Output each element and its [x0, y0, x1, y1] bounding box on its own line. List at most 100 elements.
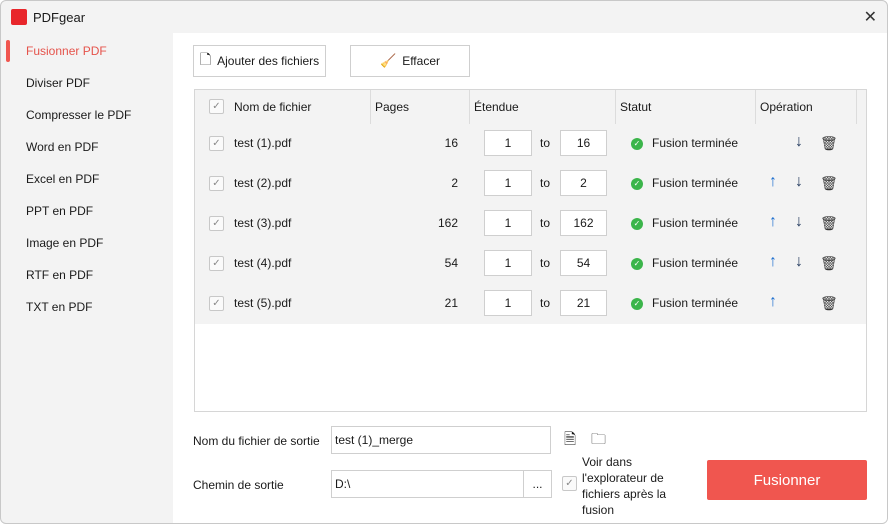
row-checkbox[interactable]: ✓ — [209, 216, 224, 231]
column-divider — [856, 90, 857, 124]
output-path-label: Chemin de sortie — [193, 478, 284, 492]
status-text: Fusion terminée — [652, 136, 739, 150]
main-panel: 🗋 Ajouter des fichiers 🧹 Effacer ✓ Nom d… — [173, 33, 887, 523]
clear-label: Effacer — [402, 54, 440, 68]
range-from-input[interactable]: 1 — [484, 130, 532, 156]
range-to-input[interactable]: 54 — [560, 250, 607, 276]
page-count: 21 — [444, 296, 458, 310]
close-icon[interactable]: ✕ — [863, 9, 877, 26]
output-path-input[interactable]: D:\ — [331, 470, 524, 498]
clear-button[interactable]: 🧹 Effacer — [350, 45, 470, 77]
row-checkbox[interactable]: ✓ — [209, 176, 224, 191]
output-filename-input[interactable]: test (1)_merge — [331, 426, 551, 454]
file-name: test (4).pdf — [234, 256, 292, 270]
move-up-icon[interactable]: ↑ — [769, 213, 777, 230]
header-status[interactable]: Statut — [620, 100, 652, 114]
row-checkbox[interactable]: ✓ — [209, 136, 224, 151]
browse-button[interactable]: ... — [523, 470, 552, 498]
header-operation[interactable]: Opération — [760, 100, 813, 114]
range-to-label: to — [540, 216, 551, 230]
sidebar-item-image-en-pdf[interactable]: Image en PDF — [26, 236, 104, 250]
column-divider — [469, 90, 470, 124]
move-up-icon[interactable]: ↑ — [769, 173, 777, 190]
file-icon[interactable]: 🗎 — [564, 431, 577, 448]
trash-icon[interactable]: 🗑 — [820, 295, 838, 311]
header-name[interactable]: Nom de fichier — [234, 100, 312, 114]
header-pages[interactable]: Pages — [375, 100, 410, 114]
column-divider — [370, 90, 371, 124]
status-text: Fusion terminée — [652, 176, 739, 190]
table-row: ✓ test (4).pdf 54 1 to 54 ✓ Fusion termi… — [195, 244, 866, 284]
row-checkbox[interactable]: ✓ — [209, 256, 224, 271]
range-to-label: to — [540, 136, 551, 150]
open-explorer-checkbox[interactable]: ✓ — [562, 476, 577, 491]
trash-icon[interactable]: 🗑 — [820, 215, 838, 231]
table-row: ✓ test (2).pdf 2 1 to 2 ✓ Fusion terminé… — [195, 164, 866, 204]
move-down-icon[interactable]: ↓ — [795, 253, 803, 270]
check-circle-icon: ✓ — [631, 178, 643, 190]
table-row: ✓ test (3).pdf 162 1 to 162 ✓ Fusion ter… — [195, 204, 866, 244]
range-to-label: to — [540, 296, 551, 310]
sidebar-item-txt-en-pdf[interactable]: TXT en PDF — [26, 300, 93, 314]
sidebar-item-word-en-pdf[interactable]: Word en PDF — [26, 140, 99, 154]
row-checkbox[interactable]: ✓ — [209, 296, 224, 311]
trash-icon[interactable]: 🗑 — [820, 175, 838, 191]
move-down-icon[interactable]: ↓ — [795, 133, 803, 150]
table-row: ✓ test (1).pdf 16 1 to 16 ✓ Fusion termi… — [195, 124, 866, 164]
sidebar-item-fusionner-pdf[interactable]: Fusionner PDF — [1, 35, 173, 67]
select-all-checkbox[interactable]: ✓ — [209, 99, 224, 114]
move-up-icon[interactable]: ↑ — [769, 293, 777, 310]
sidebar-item-rtf-en-pdf[interactable]: RTF en PDF — [26, 268, 94, 282]
header-range[interactable]: Étendue — [474, 100, 519, 114]
check-circle-icon: ✓ — [631, 298, 643, 310]
sidebar-item-excel-en-pdf[interactable]: Excel en PDF — [26, 172, 100, 186]
file-name: test (2).pdf — [234, 176, 292, 190]
range-from-input[interactable]: 1 — [484, 250, 532, 276]
status-text: Fusion terminée — [652, 256, 739, 270]
folder-icon[interactable]: 🗀 — [591, 431, 607, 448]
add-file-icon: 🗋 — [199, 51, 212, 67]
table-header: ✓ Nom de fichier Pages Étendue Statut Op… — [195, 90, 866, 124]
title-bar: PDFgear ✕ — [1, 1, 887, 33]
check-circle-icon: ✓ — [631, 218, 643, 230]
status-text: Fusion terminée — [652, 296, 739, 310]
sidebar-item-compresser-le-pdf[interactable]: Compresser le PDF — [26, 108, 132, 122]
range-to-input[interactable]: 2 — [560, 170, 607, 196]
range-to-input[interactable]: 16 — [560, 130, 607, 156]
move-down-icon[interactable]: ↓ — [795, 213, 803, 230]
trash-icon[interactable]: 🗑 — [820, 135, 838, 151]
sidebar-item-diviser-pdf[interactable]: Diviser PDF — [26, 76, 91, 90]
page-count: 162 — [437, 216, 458, 230]
trash-icon[interactable]: 🗑 — [820, 255, 838, 271]
range-to-input[interactable]: 21 — [560, 290, 607, 316]
column-divider — [755, 90, 756, 124]
range-to-label: to — [540, 256, 551, 270]
output-filename-label: Nom du fichier de sortie — [193, 434, 320, 448]
app-title: PDFgear — [33, 10, 86, 25]
merge-button[interactable]: Fusionner — [707, 460, 867, 500]
table-row: ✓ test (5).pdf 21 1 to 21 ✓ Fusion termi… — [195, 284, 866, 324]
range-to-input[interactable]: 162 — [560, 210, 607, 236]
move-down-icon[interactable]: ↓ — [795, 173, 803, 190]
range-from-input[interactable]: 1 — [484, 290, 532, 316]
file-table: ✓ Nom de fichier Pages Étendue Statut Op… — [194, 89, 867, 412]
add-files-label: Ajouter des fichiers — [217, 54, 320, 68]
sidebar-item-ppt-en-pdf[interactable]: PPT en PDF — [26, 204, 94, 218]
status-text: Fusion terminée — [652, 216, 739, 230]
add-files-button[interactable]: 🗋 Ajouter des fichiers — [193, 45, 326, 77]
broom-icon: 🧹 — [380, 53, 397, 68]
column-divider — [615, 90, 616, 124]
move-up-icon[interactable]: ↑ — [769, 253, 777, 270]
page-count: 54 — [444, 256, 458, 270]
pdfgear-logo — [11, 9, 27, 25]
check-circle-icon: ✓ — [631, 258, 643, 270]
file-name: test (5).pdf — [234, 296, 292, 310]
range-from-input[interactable]: 1 — [484, 210, 532, 236]
file-name: test (3).pdf — [234, 216, 292, 230]
check-circle-icon: ✓ — [631, 138, 643, 150]
range-to-label: to — [540, 176, 551, 190]
open-explorer-label: Voir dans l'explorateur de fichiers aprè… — [582, 455, 667, 517]
file-name: test (1).pdf — [234, 136, 292, 150]
range-from-input[interactable]: 1 — [484, 170, 532, 196]
